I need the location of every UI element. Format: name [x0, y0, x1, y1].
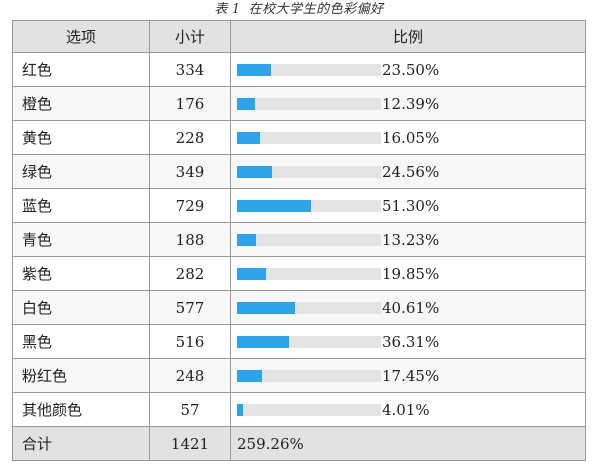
progress-fill	[237, 403, 243, 416]
percent-label: 4.01%	[382, 400, 430, 419]
table-row: 其他颜色 57 4.01%	[12, 392, 586, 427]
count-cell: 729	[149, 188, 231, 223]
progress-bar	[237, 335, 381, 348]
progress-fill	[237, 165, 273, 178]
ratio-cell: 13.23%	[230, 222, 586, 257]
percent-label: 12.39%	[382, 94, 440, 113]
option-cell: 粉红色	[12, 358, 150, 393]
table-row: 绿色 349 24.56%	[12, 154, 586, 189]
progress-fill	[237, 233, 257, 246]
count-cell: 516	[149, 324, 231, 359]
progress-bar	[237, 267, 381, 280]
option-cell: 绿色	[12, 154, 150, 189]
count-cell: 349	[149, 154, 231, 189]
ratio-cell: 16.05%	[230, 120, 586, 155]
table-row: 橙色 176 12.39%	[12, 86, 586, 121]
progress-bar	[237, 301, 381, 314]
progress-bar	[237, 97, 381, 110]
option-cell: 红色	[12, 52, 150, 87]
option-cell: 青色	[12, 222, 150, 257]
color-preference-table: 选项 小计 比例 红色 334 23.50% 橙色 176 12.39% 黄色 228 16.0…	[12, 20, 586, 461]
count-cell: 577	[149, 290, 231, 325]
header-ratio: 比例	[230, 20, 586, 53]
option-cell: 其他颜色	[12, 392, 150, 427]
progress-bar	[237, 199, 381, 212]
progress-fill	[237, 335, 290, 348]
percent-label: 51.30%	[382, 196, 440, 215]
ratio-cell: 17.45%	[230, 358, 586, 393]
progress-fill	[237, 301, 296, 314]
caption-title: 在校大学生的色彩偏好	[248, 2, 384, 17]
count-cell: 248	[149, 358, 231, 393]
option-cell: 橙色	[12, 86, 150, 121]
table-row: 黄色 228 16.05%	[12, 120, 586, 155]
count-cell: 334	[149, 52, 231, 87]
total-row: 合计 1421 259.26%	[12, 426, 586, 461]
percent-label: 13.23%	[382, 230, 440, 249]
table-row: 红色 334 23.50%	[12, 52, 586, 87]
ratio-cell: 23.50%	[230, 52, 586, 87]
table-body: 红色 334 23.50% 橙色 176 12.39% 黄色 228 16.05% 绿色 349 24…	[12, 52, 586, 427]
table-row: 黑色 516 36.31%	[12, 324, 586, 359]
progress-fill	[237, 199, 311, 212]
ratio-cell: 12.39%	[230, 86, 586, 121]
progress-fill	[237, 131, 261, 144]
option-cell: 蓝色	[12, 188, 150, 223]
count-cell: 57	[149, 392, 231, 427]
header-count: 小计	[149, 20, 231, 53]
table-row: 青色 188 13.23%	[12, 222, 586, 257]
progress-bar	[237, 403, 381, 416]
progress-bar	[237, 165, 381, 178]
progress-fill	[237, 267, 266, 280]
count-cell: 188	[149, 222, 231, 257]
ratio-cell: 40.61%	[230, 290, 586, 325]
percent-label: 24.56%	[382, 162, 440, 181]
count-cell: 176	[149, 86, 231, 121]
progress-bar	[237, 233, 381, 246]
percent-label: 17.45%	[382, 366, 440, 385]
ratio-cell: 19.85%	[230, 256, 586, 291]
total-label: 合计	[12, 426, 150, 461]
option-cell: 紫色	[12, 256, 150, 291]
progress-bar	[237, 369, 381, 382]
table-row: 蓝色 729 51.30%	[12, 188, 586, 223]
ratio-cell: 51.30%	[230, 188, 586, 223]
option-cell: 黄色	[12, 120, 150, 155]
progress-fill	[237, 97, 255, 110]
table-caption: 表 1 在校大学生的色彩偏好	[0, 2, 598, 18]
header-row: 选项 小计 比例	[12, 20, 586, 53]
caption-number: 1	[231, 2, 241, 17]
total-count: 1421	[149, 426, 231, 461]
percent-label: 36.31%	[382, 332, 440, 351]
table-row: 白色 577 40.61%	[12, 290, 586, 325]
progress-bar	[237, 63, 381, 76]
caption-prefix: 表	[214, 2, 228, 17]
ratio-cell: 4.01%	[230, 392, 586, 427]
progress-bar	[237, 131, 381, 144]
table-row: 粉红色 248 17.45%	[12, 358, 586, 393]
total-percent: 259.26%	[230, 426, 586, 461]
progress-fill	[237, 369, 263, 382]
percent-label: 19.85%	[382, 264, 440, 283]
ratio-cell: 36.31%	[230, 324, 586, 359]
progress-fill	[237, 63, 271, 76]
percent-label: 40.61%	[382, 298, 440, 317]
count-cell: 228	[149, 120, 231, 155]
option-cell: 黑色	[12, 324, 150, 359]
count-cell: 282	[149, 256, 231, 291]
option-cell: 白色	[12, 290, 150, 325]
table-row: 紫色 282 19.85%	[12, 256, 586, 291]
percent-label: 16.05%	[382, 128, 440, 147]
ratio-cell: 24.56%	[230, 154, 586, 189]
percent-label: 23.50%	[382, 60, 440, 79]
header-option: 选项	[12, 20, 150, 53]
